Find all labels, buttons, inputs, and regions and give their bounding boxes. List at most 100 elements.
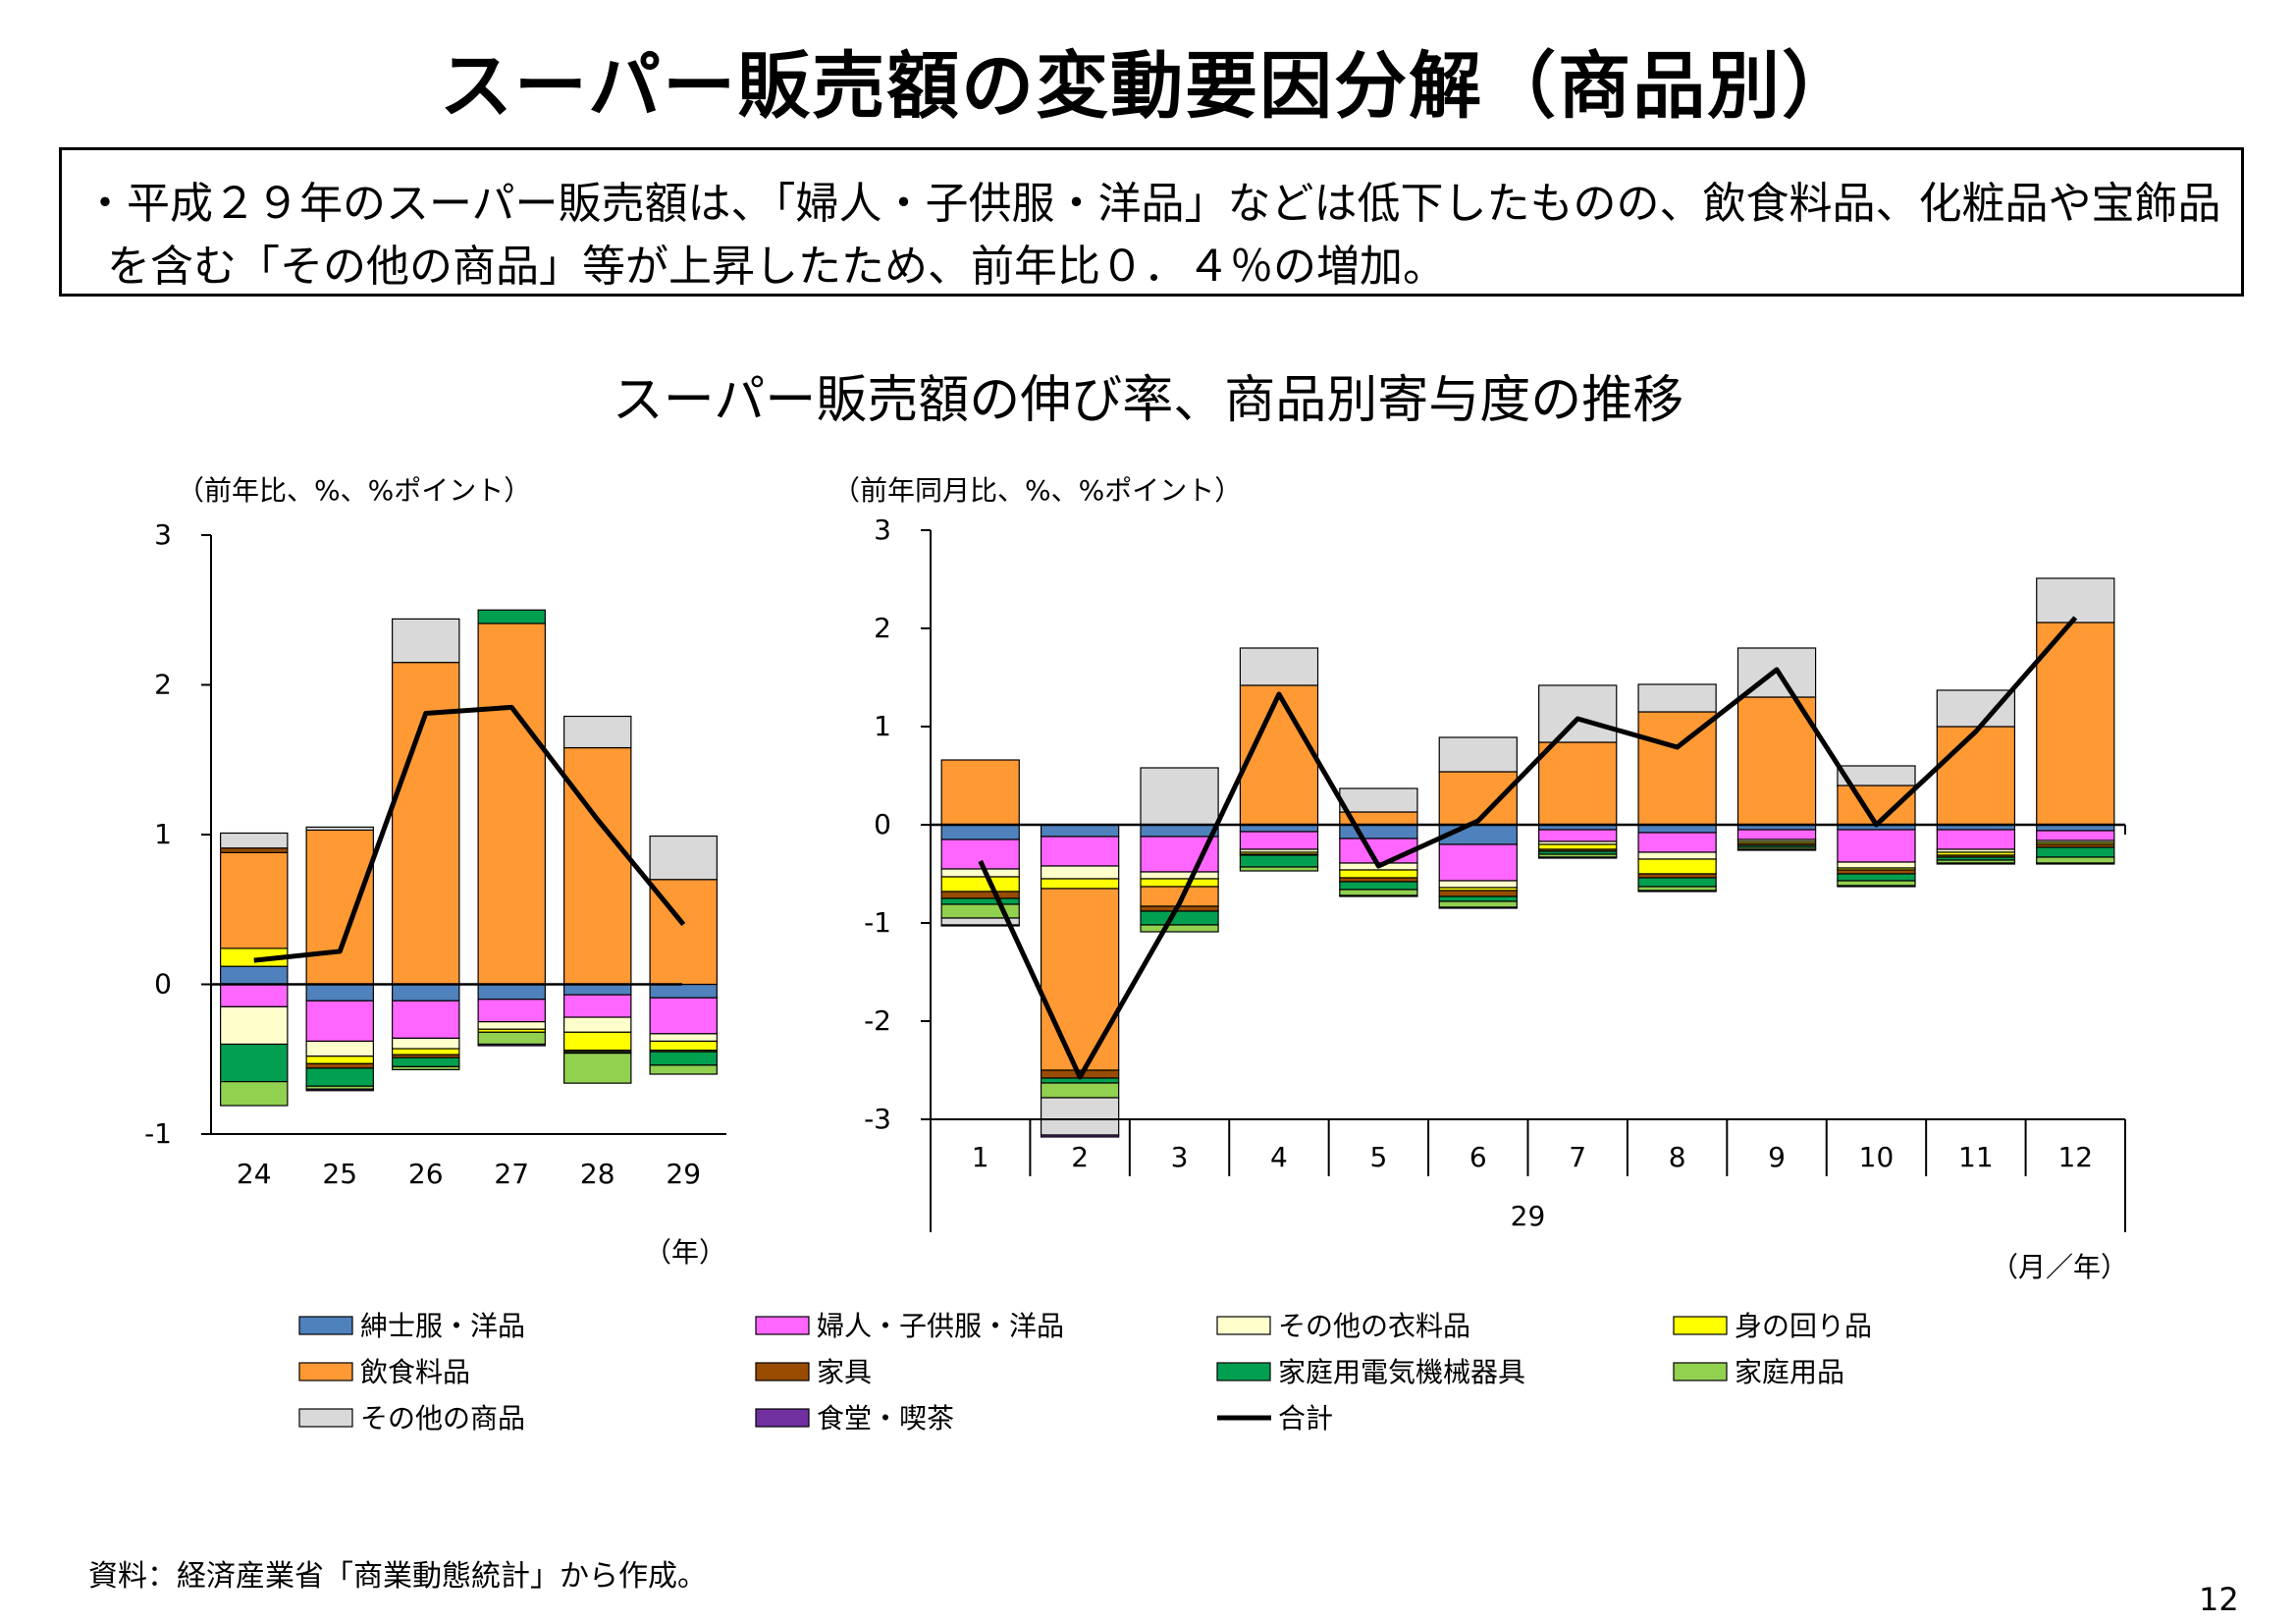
monthly-bar-segment (1339, 838, 1418, 864)
monthly-bar-segment (1339, 824, 1418, 839)
monthly-category-label: 4 (1270, 1141, 1288, 1173)
legend-swatch (755, 1408, 810, 1428)
monthly-bar-segment (1837, 880, 1916, 887)
annual-bar-segment (392, 1056, 460, 1067)
monthly-category-label: 5 (1369, 1141, 1387, 1173)
annual-bar-segment (220, 1043, 289, 1083)
monthly-bar-segment (1239, 684, 1319, 826)
legend-label: 家庭用品 (1735, 1356, 1844, 1388)
monthly-x-unit-label: （月／年） (1991, 1251, 2128, 1283)
annual-bar-segment (392, 618, 460, 664)
annual-bar-segment (305, 1088, 374, 1092)
monthly-bar-segment (1637, 711, 1717, 826)
page-title: スーパー販売額の変動要因分解（商品別） (439, 44, 1857, 129)
monthly-bar-segment (1040, 1082, 1120, 1099)
monthly-bar-segment (1140, 878, 1219, 888)
monthly-bar-segment (1637, 877, 1717, 888)
monthly-bar-segment (2036, 622, 2115, 826)
annual-bar-segment (563, 1016, 632, 1033)
annual-category-label: 24 (237, 1158, 272, 1190)
monthly-category-label: 6 (1469, 1141, 1487, 1173)
annual-bar-segment (563, 715, 632, 749)
monthly-bar-segment (1736, 829, 1817, 840)
monthly-y-tick-label: 3 (874, 514, 891, 546)
monthly-bar-segment (940, 759, 1020, 826)
monthly-bar-segment (1140, 871, 1219, 880)
monthly-bar-segment (1140, 924, 1219, 933)
monthly-bar-segment (2036, 862, 2115, 865)
legend-swatch (1216, 1316, 1271, 1335)
monthly-category-label: 12 (2057, 1141, 2093, 1173)
monthly-bar-segment (1239, 854, 1319, 868)
annual-chart-unit-label: （前年比、%、%ポイント） (177, 474, 532, 507)
monthly-bar-segment (940, 924, 1020, 927)
legend-swatch (1216, 1362, 1271, 1381)
monthly-bar-segment (1140, 824, 1219, 838)
annual-y-tick-label: 0 (154, 968, 172, 1001)
annual-bar-segment (563, 994, 632, 1018)
annual-bar-segment (392, 1065, 460, 1071)
monthly-category-label: 11 (1958, 1141, 1994, 1173)
annual-bar-segment (477, 623, 546, 986)
annual-bar-segment (305, 1062, 374, 1069)
monthly-bar-segment (940, 824, 1020, 840)
monthly-bar-segment (1538, 684, 1618, 743)
monthly-bar-segment (1837, 873, 1916, 882)
annual-bar-segment (477, 1031, 546, 1046)
annual-bar-segment (649, 1033, 718, 1043)
monthly-chart-unit-label: （前年同月比、%、%ポイント） (832, 474, 1243, 507)
chart-title: スーパー販売額の伸び率、商品別寄与度の推移 (612, 371, 1684, 430)
monthly-bar-segment (1837, 861, 1916, 869)
legend-label: 家庭用電気機械器具 (1278, 1356, 1525, 1388)
monthly-bar-segment (1239, 831, 1319, 850)
legend-swatch (298, 1362, 353, 1381)
annual-category-label: 26 (408, 1158, 444, 1190)
annual-bar-segment (220, 965, 289, 986)
legend-label: その他の衣料品 (1278, 1310, 1470, 1342)
monthly-bar-segment (1339, 869, 1418, 879)
monthly-y-tick-label: 2 (874, 612, 891, 644)
monthly-bar-segment (1339, 894, 1418, 897)
monthly-bar-segment (1339, 881, 1418, 891)
monthly-bar-segment (2036, 856, 2115, 864)
annual-bar-segment (305, 983, 374, 1001)
monthly-y-tick-label: -3 (864, 1103, 891, 1135)
legend-swatch (298, 1316, 353, 1335)
monthly-bar-segment (1438, 736, 1518, 773)
annual-bar-segment (563, 1053, 632, 1084)
monthly-bar-segment (1040, 865, 1120, 880)
monthly-bar-segment (1538, 856, 1618, 859)
legend-swatch (755, 1316, 810, 1335)
annual-bar-segment (220, 851, 289, 949)
monthly-category-label: 1 (972, 1141, 989, 1173)
annual-y-tick-label: 1 (154, 818, 172, 850)
annual-bar-segment (392, 1037, 460, 1050)
monthly-bar-segment (1936, 829, 2016, 850)
annual-x-unit-label: （年） (644, 1236, 726, 1269)
monthly-bar-segment (1140, 910, 1219, 926)
annual-bar-segment (305, 826, 374, 832)
monthly-bar-segment (940, 876, 1020, 893)
monthly-bar-segment (1140, 767, 1219, 826)
legend-label: 飲食料品 (360, 1356, 470, 1388)
legend-label: 食堂・喫茶 (817, 1402, 954, 1435)
annual-y-tick-label: 2 (154, 669, 172, 701)
monthly-y-tick-label: -1 (864, 906, 891, 939)
monthly-category-label: 9 (1768, 1141, 1786, 1173)
annual-category-label: 29 (666, 1158, 701, 1190)
monthly-bar-segment (1637, 832, 1717, 853)
legend-swatch (1673, 1316, 1728, 1335)
annual-bar-segment (305, 1056, 374, 1064)
monthly-bar-segment (1438, 890, 1518, 897)
annual-category-label: 28 (580, 1158, 615, 1190)
monthly-category-label: 3 (1171, 1141, 1189, 1173)
monthly-bar-segment (1637, 683, 1717, 713)
annual-bar-segment (477, 999, 546, 1023)
annual-bar-segment (220, 1081, 289, 1107)
monthly-bar-segment (1040, 824, 1120, 838)
annual-bar-segment (649, 1064, 718, 1075)
monthly-bar-segment (1040, 1134, 1120, 1138)
annual-bar-segment (563, 746, 632, 986)
annual-bar-segment (220, 832, 289, 849)
